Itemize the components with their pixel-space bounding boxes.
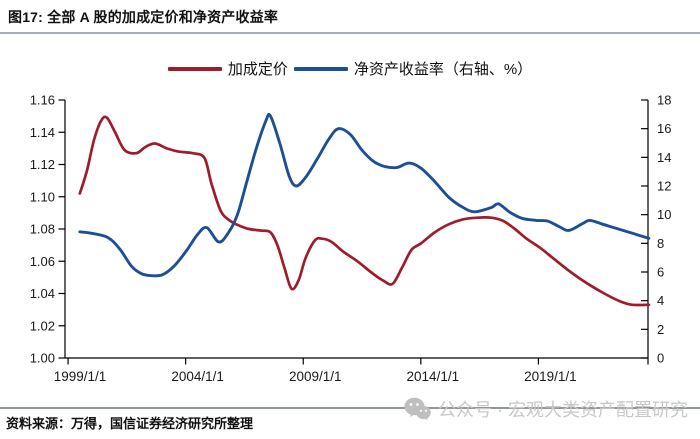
right-axis-label: 6 [657, 265, 664, 280]
legend-label: 净资产收益率（右轴、%） [353, 61, 533, 78]
left-axis-label: 1.02 [30, 318, 55, 333]
x-axis-label: 2009/1/1 [289, 369, 342, 384]
legend-swatch-blue-line [293, 66, 348, 71]
left-axis-label: 1.16 [30, 93, 55, 108]
right-axis-label: 8 [657, 236, 664, 251]
series-markup-pricing-line [78, 115, 651, 307]
chart-title: 图17: 全部 A 股的加成定价和净资产收益率 [8, 9, 279, 25]
series-roe-line [78, 112, 651, 278]
watermark: 公众号 · 宏观大类资产配置研究 [404, 396, 688, 422]
x-axis-label: 2004/1/1 [171, 369, 224, 384]
right-axis-label: 14 [657, 150, 671, 165]
legend-swatch-red-line [167, 66, 222, 71]
wechat-icon [404, 397, 431, 420]
watermark-text: 公众号 · 宏观大类资产配置研究 [438, 400, 688, 420]
chart-legend: 加成定价 净资产收益率（右轴、%） [0, 58, 700, 79]
top-divider [0, 32, 700, 34]
left-axis-label: 1.00 [30, 351, 55, 366]
x-axis-label: 2019/1/1 [524, 369, 577, 384]
left-axis-label: 1.10 [30, 189, 55, 204]
left-axis-label: 1.06 [30, 254, 55, 269]
right-axis-label: 18 [657, 93, 671, 108]
left-axis-label: 1.04 [30, 286, 55, 301]
legend-item-roe: 净资产收益率（右轴、%） [293, 58, 533, 79]
right-axis-label: 12 [657, 179, 671, 194]
left-axis-label: 1.12 [30, 157, 55, 172]
legend-item-markup-pricing: 加成定价 [167, 58, 288, 79]
right-axis-label: 0 [657, 351, 664, 366]
left-axis-label: 1.14 [30, 125, 55, 140]
legend-label: 加成定价 [227, 61, 288, 78]
left-axis-label: 1.08 [30, 222, 55, 237]
x-axis-label: 2014/1/1 [407, 369, 460, 384]
bottom-divider [0, 407, 700, 409]
right-axis-label: 4 [657, 293, 664, 308]
right-axis-label: 10 [657, 207, 671, 222]
source-note: 资料来源：万得，国信证券经济研究所整理 [6, 416, 254, 431]
right-axis-label: 16 [657, 121, 671, 136]
x-axis-label: 1999/1/1 [54, 369, 107, 384]
right-axis-label: 2 [657, 322, 664, 337]
